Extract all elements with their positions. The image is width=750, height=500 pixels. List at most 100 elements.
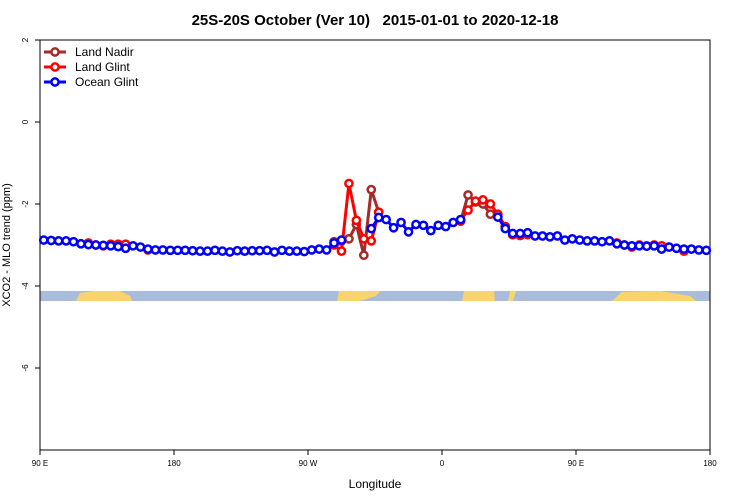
data-point [500, 223, 511, 234]
x-tick-label: 0 [440, 459, 445, 468]
data-point [351, 215, 362, 226]
x-tick-label: 90 E [32, 459, 48, 468]
data-point [358, 234, 369, 244]
data-point [463, 205, 473, 215]
land-shape [337, 291, 380, 301]
y-tick-label: -4 [21, 282, 30, 290]
data-point [589, 236, 600, 246]
land-shape [612, 291, 696, 301]
data-point [455, 214, 466, 225]
data-point [574, 235, 585, 245]
data-point [113, 241, 124, 252]
data-point [664, 242, 674, 252]
land-shape [76, 291, 132, 301]
data-point [336, 235, 347, 245]
data-point [98, 240, 109, 251]
legend-label: Ocean Glint [75, 75, 139, 89]
data-point [165, 245, 176, 256]
y-tick-label: 0 [21, 119, 30, 124]
data-point [358, 250, 369, 261]
data-point [478, 195, 488, 205]
data-point [150, 245, 161, 255]
data-point [172, 245, 183, 256]
data-point [686, 244, 697, 254]
data-point [634, 240, 645, 251]
data-point [612, 238, 622, 249]
data-point [83, 239, 94, 250]
data-point [291, 246, 302, 256]
data-point [522, 227, 533, 238]
data-point [180, 245, 191, 256]
data-point [76, 238, 86, 249]
data-point [679, 244, 689, 254]
data-point [321, 245, 332, 255]
data-point [485, 209, 496, 220]
data-point [262, 245, 272, 256]
data-point [143, 244, 153, 254]
data-point [195, 246, 205, 256]
data-point [135, 242, 146, 252]
legend-marker [50, 62, 60, 72]
land-shape [508, 291, 516, 301]
data-point [440, 221, 451, 232]
data-point [202, 246, 213, 256]
data-point [507, 228, 518, 239]
data-point [485, 199, 496, 209]
y-tick-label: 2 [21, 37, 30, 42]
data-point [239, 246, 250, 256]
data-point [671, 243, 682, 254]
data-point [366, 223, 377, 234]
data-point [545, 231, 555, 242]
x-tick-label: 90 W [299, 459, 318, 468]
data-point [537, 231, 548, 241]
data-point [693, 245, 704, 255]
data-point [701, 245, 712, 256]
data-point [68, 236, 79, 247]
x-axis-label: Longitude [349, 477, 402, 491]
y-tick-label: -2 [21, 200, 30, 208]
data-point [418, 220, 429, 231]
data-point [344, 178, 354, 189]
data-point [329, 238, 339, 248]
data-point [247, 245, 258, 256]
data-point [336, 246, 347, 256]
data-point [552, 231, 563, 241]
land-shape [462, 291, 495, 301]
data-point [269, 247, 280, 257]
data-point [567, 234, 578, 244]
data-point [604, 236, 615, 246]
chart-title: 25S-20S October (Ver 10) 2015-01-01 to 2… [192, 12, 559, 29]
legend-marker [50, 77, 60, 87]
data-point [582, 236, 593, 246]
data-point [425, 225, 436, 236]
data-point [38, 235, 49, 245]
data-point [515, 228, 526, 239]
y-tick-label: -6 [21, 364, 30, 372]
data-point [210, 245, 220, 256]
legend-label: Land Glint [75, 60, 130, 74]
data-point [120, 243, 131, 254]
data-point [649, 240, 660, 251]
data-point [187, 245, 198, 256]
data-point [619, 240, 630, 250]
x-tick-label: 90 E [568, 459, 584, 468]
data-point [381, 214, 392, 225]
legend-label: Land Nadir [75, 45, 134, 59]
map-strip [40, 291, 710, 301]
y-axis-label: XCO2 - MLO trend (ppm) [1, 183, 13, 306]
data-point [656, 244, 667, 254]
data-point [128, 240, 138, 251]
data-point [530, 231, 540, 241]
data-point [90, 240, 101, 250]
data-point [314, 244, 325, 254]
data-point [344, 234, 354, 244]
data-point [559, 235, 570, 245]
data-point [254, 245, 265, 256]
data-point [277, 245, 287, 256]
plot-frame [39, 39, 711, 451]
data-point [224, 247, 235, 257]
data-point [448, 217, 459, 228]
